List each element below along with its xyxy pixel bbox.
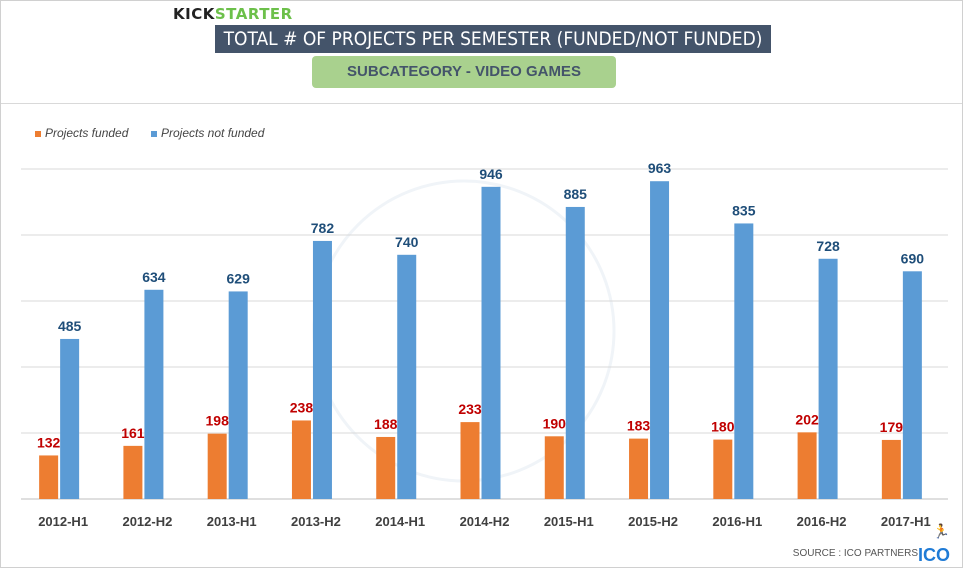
bar-funded [207, 433, 227, 499]
x-tick-label: 2016-H1 [712, 514, 762, 529]
bar-not-funded [650, 181, 670, 499]
bar-not-funded [397, 254, 417, 499]
x-tick-label: 2017-H1 [881, 514, 931, 529]
bar-funded [460, 422, 480, 499]
data-label-not-funded: 963 [648, 160, 672, 176]
x-tick-label: 2014-H1 [375, 514, 425, 529]
x-tick-label: 2013-H2 [291, 514, 341, 529]
legend-swatch-not-funded [151, 130, 157, 137]
bar-not-funded [60, 338, 80, 499]
legend-not-funded: Projects not funded [151, 126, 264, 140]
bar-funded [881, 439, 901, 499]
data-label-funded: 179 [880, 419, 904, 435]
logo-starter: STARTER [214, 5, 293, 23]
data-label-not-funded: 835 [732, 202, 756, 218]
x-tick-label: 2016-H2 [797, 514, 847, 529]
bar-not-funded [818, 258, 838, 499]
data-label-funded: 190 [543, 415, 567, 431]
data-label-funded: 238 [290, 399, 314, 415]
data-label-funded: 132 [37, 434, 61, 450]
ico-logo: ICO [917, 545, 950, 565]
data-label-funded: 161 [121, 425, 145, 441]
bar-funded [39, 455, 59, 499]
x-tick-label: 2015-H1 [544, 514, 594, 529]
bar-funded [713, 439, 733, 499]
bar-not-funded [144, 289, 164, 499]
data-label-not-funded: 728 [816, 238, 840, 254]
data-label-funded: 233 [458, 401, 482, 417]
bar-not-funded [228, 291, 248, 499]
data-label-not-funded: 782 [311, 220, 335, 236]
chart-subtitle: SUBCATEGORY - VIDEO GAMES [312, 56, 616, 88]
data-label-not-funded: 634 [142, 269, 166, 285]
x-tick-label: 2013-H1 [207, 514, 257, 529]
x-tick-label: 2012-H2 [122, 514, 172, 529]
chart-title: TOTAL # OF PROJECTS PER SEMESTER (FUNDED… [215, 25, 771, 53]
data-label-funded: 180 [711, 419, 735, 435]
data-label-not-funded: 485 [58, 318, 82, 334]
bar-not-funded [902, 271, 922, 499]
legend-label-funded: Projects funded [45, 126, 129, 140]
bar-funded [544, 436, 564, 499]
bar-funded [629, 438, 649, 499]
bar-funded [797, 432, 817, 499]
data-label-funded: 202 [795, 411, 819, 427]
bar-not-funded [481, 186, 501, 499]
bar-not-funded [565, 206, 585, 499]
kickstarter-logo: KICKSTARTER [173, 5, 293, 23]
divider [1, 103, 962, 104]
legend-swatch-funded [35, 130, 41, 137]
data-label-not-funded: 629 [227, 270, 251, 286]
bar-funded [376, 436, 396, 499]
data-label-funded: 188 [374, 416, 398, 432]
x-tick-label: 2014-H2 [460, 514, 510, 529]
legend-funded: Projects funded [35, 126, 128, 140]
x-tick-label: 2012-H1 [38, 514, 88, 529]
source-text: SOURCE : ICO PARTNERS [792, 548, 918, 559]
x-tick-label: 2015-H2 [628, 514, 678, 529]
data-label-funded: 183 [627, 418, 651, 434]
data-label-not-funded: 740 [395, 234, 419, 250]
data-label-not-funded: 946 [479, 166, 503, 182]
data-label-not-funded: 690 [901, 250, 925, 266]
data-label-funded: 198 [206, 413, 230, 429]
data-label-not-funded: 885 [564, 186, 588, 202]
bar-not-funded [734, 223, 754, 499]
bar-not-funded [312, 240, 332, 499]
legend-label-not-funded: Projects not funded [161, 126, 265, 140]
runner-icon: 🏃 [932, 523, 950, 539]
logo-kick: KICK [173, 5, 215, 23]
bar-funded [291, 420, 311, 499]
bar-funded [123, 445, 143, 499]
